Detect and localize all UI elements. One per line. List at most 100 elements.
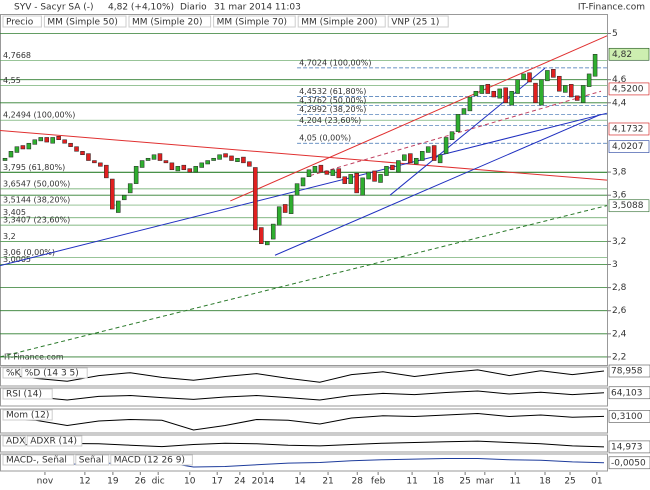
panel-label: %D (14 3 5) [25, 369, 79, 379]
candle-body [419, 151, 425, 161]
indicator-line [3, 390, 605, 401]
x-tick-label: 17 [211, 477, 222, 487]
last-value-box [608, 386, 650, 400]
fibo-label: 3,0005 [3, 255, 31, 264]
candle-body [294, 183, 300, 196]
candle-body [455, 114, 461, 132]
legend-entry: MM (Simple 70) [217, 18, 287, 28]
trendline [0, 130, 608, 181]
candle-body [318, 164, 324, 173]
x-tick-label: 18 [433, 477, 445, 487]
candle-body [497, 88, 502, 99]
candle-body [211, 157, 216, 161]
candle-body [366, 171, 371, 180]
date: 31 mar 2014 11:03 [214, 3, 301, 13]
candle-body [157, 153, 163, 161]
candle-body [151, 154, 157, 160]
last-value-label: 0,3100 [611, 412, 643, 422]
candle-body [390, 164, 395, 171]
panel-label-box [2, 454, 75, 466]
level-label: 4,1732 [612, 124, 644, 134]
candle-body [181, 164, 187, 171]
trendline [310, 90, 602, 177]
fibo-label: 4,7024 (100,00%) [299, 58, 371, 67]
fibo-label: 3,5144 (38,20%) [3, 196, 70, 205]
candle-body [586, 73, 592, 87]
candle-body [62, 139, 67, 144]
candle-body [50, 137, 55, 144]
x-tick-label: 01 [591, 477, 602, 487]
trendline [0, 112, 608, 267]
candle-body [533, 82, 538, 104]
indicator-line [3, 412, 605, 431]
candle-body [330, 169, 336, 176]
candle-body [139, 160, 145, 168]
candle-body [354, 173, 359, 194]
y-tick-label: 2,8 [612, 283, 627, 293]
level-label: 4,5200 [612, 84, 644, 94]
candle-body [205, 160, 210, 165]
legend-box [2, 15, 42, 28]
candle-body [491, 90, 497, 98]
candle-body [20, 145, 26, 150]
candle-body [8, 151, 14, 158]
candle-body [312, 166, 318, 173]
x-tick-label: 18 [539, 477, 551, 487]
candle-body [163, 160, 169, 164]
panel-label-box [2, 409, 53, 421]
indicator-line [3, 440, 605, 448]
last-value-box [608, 410, 650, 423]
candle-body [145, 157, 151, 161]
candle-body [276, 206, 282, 226]
fibo-label: 4,05 (0,00%) [299, 134, 351, 143]
candle-body [74, 146, 79, 152]
legend-box [297, 15, 386, 28]
legend-entry: VNP (25 1) [391, 18, 439, 28]
last-value-label: 78,958 [611, 366, 643, 376]
brand: IT-Finance.com [578, 3, 645, 13]
candle-body [98, 162, 103, 167]
candle-body [199, 162, 204, 168]
x-tick-label: mar [476, 477, 494, 487]
candle-body [396, 160, 401, 173]
candle-body [449, 131, 455, 141]
y-tick-label: 2,4 [612, 329, 627, 339]
x-tick-label: 24 [234, 477, 246, 487]
y-tick-label: 5 [612, 29, 618, 39]
candle-body [133, 166, 139, 184]
fibo-label: 3,6547 (50,00%) [3, 179, 70, 188]
candle-body [515, 79, 520, 94]
last-value-box [608, 364, 650, 378]
candle-body [26, 142, 32, 150]
panel-label: MACD (12 26 9) [114, 456, 185, 466]
symbol: SYV - Sacyr SA (-) [14, 3, 94, 13]
candle-body [509, 90, 514, 106]
panel-label: ADX [6, 437, 25, 447]
y-tick-label: 2,6 [612, 306, 627, 316]
price: 4,82 (+4,10%) [108, 3, 174, 13]
level-box [608, 122, 650, 136]
candle-body [568, 84, 574, 98]
candle-body [557, 75, 562, 92]
candle-body [127, 183, 133, 194]
candle-body [348, 174, 353, 184]
panel-frame [0, 434, 608, 453]
candle-body [110, 178, 115, 210]
panel-label-box [2, 367, 21, 379]
candle-body [473, 90, 479, 97]
fibo-label: 4,2992 (38,20%) [299, 105, 366, 114]
candle-body [384, 166, 389, 176]
candle-body [425, 146, 431, 153]
candle-body [431, 145, 437, 161]
y-tick-label: 4,4 [612, 98, 627, 108]
x-tick-label: 11 [509, 477, 520, 487]
candle-body [324, 170, 330, 175]
candle-body [336, 168, 342, 179]
candle-body [372, 170, 377, 182]
x-tick-label: 25 [459, 477, 470, 487]
panel-label-box [26, 435, 83, 447]
candle-body [92, 160, 97, 164]
candle-body [169, 162, 175, 171]
candle-body [187, 168, 193, 173]
